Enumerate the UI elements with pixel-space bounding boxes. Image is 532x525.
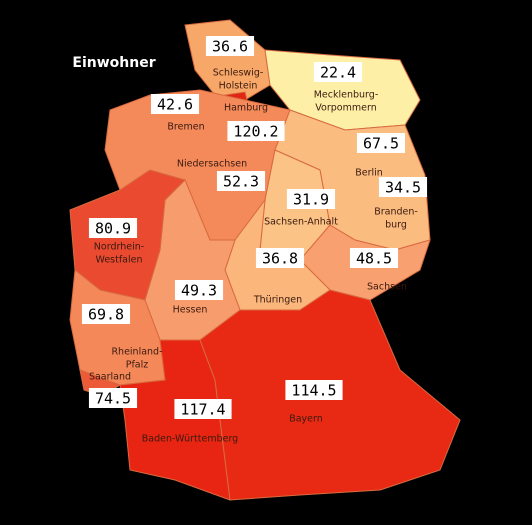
value-label: 36.8	[262, 250, 298, 268]
region-label: Branden-	[374, 207, 418, 218]
value-label: 117.4	[180, 401, 225, 419]
region-label: Baden-Württemberg	[142, 434, 238, 445]
value-label: 74.5	[95, 390, 131, 408]
value-label: 22.4	[320, 64, 356, 82]
value-label: 80.9	[95, 220, 131, 238]
value-box	[216, 171, 266, 191]
value-label: 69.8	[88, 306, 124, 324]
region-label: Berlin	[355, 168, 383, 179]
value-label: 52.3	[223, 173, 259, 191]
value-label: 49.3	[181, 282, 217, 300]
value-label: 31.9	[293, 191, 329, 209]
region-label: Schleswig-	[213, 68, 264, 79]
value-label: 36.6	[212, 38, 248, 56]
value-box	[227, 121, 285, 141]
region-label: Hessen	[173, 305, 208, 316]
value-label: 114.5	[291, 382, 336, 400]
region-label: Westfalen	[95, 255, 142, 266]
region-label: Bremen	[167, 122, 204, 133]
value-box	[150, 94, 200, 114]
value-box	[174, 399, 232, 419]
value-label: 48.5	[356, 250, 392, 268]
value-box	[286, 189, 336, 209]
value-label: 42.6	[157, 96, 193, 114]
region-label: Sachsen-Anhalt	[264, 217, 338, 228]
value-box	[285, 380, 343, 400]
region-label: Saarland	[89, 372, 131, 383]
region-label: burg	[385, 220, 407, 231]
value-label: 120.2	[233, 123, 278, 141]
region-label: Rheinland-	[111, 347, 162, 358]
region-label: Mecklenburg-	[314, 90, 379, 101]
region-label: Hamburg	[224, 103, 268, 114]
value-label: 67.5	[363, 135, 399, 153]
region-label: Holstein	[219, 81, 258, 92]
value-label: 34.5	[385, 179, 421, 197]
value-box	[349, 248, 399, 268]
value-box	[378, 177, 428, 197]
map-title: Einwohner	[72, 55, 155, 71]
value-box	[81, 304, 131, 324]
value-box	[255, 248, 305, 268]
region-label: Pfalz	[126, 360, 149, 371]
value-box	[313, 62, 363, 82]
region-label: Vorpommern	[315, 103, 376, 114]
value-box	[88, 218, 138, 238]
region-label: Nordrhein-	[94, 242, 144, 253]
region-label: Thüringen	[253, 295, 302, 306]
value-box	[174, 280, 224, 300]
value-box	[88, 388, 138, 408]
region-label: Niedersachsen	[177, 159, 247, 170]
value-box	[205, 36, 255, 56]
value-box	[356, 133, 406, 153]
region-label: Sachsen	[367, 282, 407, 293]
region-label: Bayern	[289, 414, 323, 425]
